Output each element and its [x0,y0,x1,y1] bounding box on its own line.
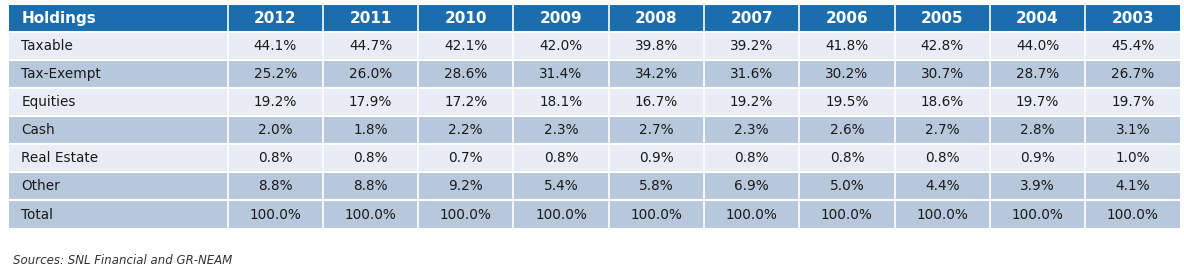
Text: 42.0%: 42.0% [540,39,583,53]
Text: 100.0%: 100.0% [535,207,587,222]
Text: 2004: 2004 [1016,11,1058,26]
Text: Taxable: Taxable [21,39,73,53]
Text: 19.2%: 19.2% [731,95,773,109]
Text: 100.0%: 100.0% [440,207,491,222]
Text: 100.0%: 100.0% [345,207,397,222]
Text: 100.0%: 100.0% [916,207,969,222]
Text: 34.2%: 34.2% [635,67,678,81]
Text: 2.7%: 2.7% [925,123,959,137]
Text: 100.0%: 100.0% [630,207,682,222]
Text: 1.8%: 1.8% [353,123,388,137]
Text: 2010: 2010 [444,11,487,26]
Text: 19.7%: 19.7% [1016,95,1060,109]
Text: 0.8%: 0.8% [734,152,768,165]
Text: 1.0%: 1.0% [1115,152,1150,165]
Text: 39.8%: 39.8% [635,39,678,53]
Text: 44.7%: 44.7% [349,39,392,53]
Text: 2012: 2012 [253,11,296,26]
Text: 100.0%: 100.0% [1011,207,1063,222]
Text: 0.8%: 0.8% [925,152,959,165]
Text: 42.1%: 42.1% [444,39,488,53]
Text: 31.4%: 31.4% [540,67,583,81]
Text: 8.8%: 8.8% [353,179,388,193]
Bar [9,144,1180,172]
Text: 0.9%: 0.9% [1021,152,1055,165]
Bar [9,116,1180,144]
Text: 28.6%: 28.6% [444,67,488,81]
Text: 2.6%: 2.6% [830,123,864,137]
Text: 17.9%: 17.9% [349,95,392,109]
Text: 2.3%: 2.3% [543,123,579,137]
Text: 2007: 2007 [731,11,773,26]
Bar [9,4,1180,32]
Bar [9,32,1180,60]
Text: 0.8%: 0.8% [353,152,388,165]
Text: 3.1%: 3.1% [1115,123,1150,137]
Text: 0.8%: 0.8% [258,152,292,165]
Text: 16.7%: 16.7% [635,95,678,109]
Text: 25.2%: 25.2% [253,67,297,81]
Text: 26.7%: 26.7% [1111,67,1154,81]
Text: 0.9%: 0.9% [639,152,674,165]
Text: 100.0%: 100.0% [250,207,301,222]
Text: 5.0%: 5.0% [830,179,864,193]
Text: 30.7%: 30.7% [921,67,964,81]
Bar [9,201,1180,229]
Text: 31.6%: 31.6% [731,67,773,81]
Text: 0.8%: 0.8% [543,152,579,165]
Text: Real Estate: Real Estate [21,152,98,165]
Text: Tax-Exempt: Tax-Exempt [21,67,101,81]
Text: 100.0%: 100.0% [1107,207,1159,222]
Text: 5.4%: 5.4% [543,179,579,193]
Text: 0.7%: 0.7% [449,152,483,165]
Text: 2.3%: 2.3% [734,123,768,137]
Text: 100.0%: 100.0% [726,207,778,222]
Text: Equities: Equities [21,95,76,109]
Text: 18.6%: 18.6% [921,95,964,109]
Text: 42.8%: 42.8% [921,39,964,53]
Text: 2006: 2006 [825,11,868,26]
Text: 6.9%: 6.9% [734,179,770,193]
Text: 4.4%: 4.4% [925,179,959,193]
Text: 8.8%: 8.8% [258,179,292,193]
Text: Cash: Cash [21,123,56,137]
Text: 0.8%: 0.8% [830,152,864,165]
Text: 19.7%: 19.7% [1111,95,1154,109]
Text: 9.2%: 9.2% [449,179,483,193]
Text: 18.1%: 18.1% [540,95,583,109]
Text: 100.0%: 100.0% [821,207,873,222]
Text: 39.2%: 39.2% [731,39,773,53]
Bar [9,88,1180,116]
Text: 2.8%: 2.8% [1021,123,1055,137]
Text: 3.9%: 3.9% [1021,179,1055,193]
Text: Holdings: Holdings [21,11,96,26]
Text: Other: Other [21,179,60,193]
Text: 26.0%: 26.0% [349,67,392,81]
Text: 28.7%: 28.7% [1016,67,1060,81]
Text: 44.0%: 44.0% [1016,39,1060,53]
Text: Total: Total [21,207,53,222]
Text: 2005: 2005 [921,11,964,26]
Text: 2008: 2008 [635,11,677,26]
Text: 2003: 2003 [1112,11,1154,26]
Text: 30.2%: 30.2% [825,67,869,81]
Text: Sources: SNL Financial and GR-NEAM: Sources: SNL Financial and GR-NEAM [13,254,232,267]
Text: 2.2%: 2.2% [449,123,483,137]
Text: 2.7%: 2.7% [639,123,674,137]
Text: 44.1%: 44.1% [253,39,297,53]
Text: 2.0%: 2.0% [258,123,292,137]
Text: 2009: 2009 [540,11,583,26]
Text: 41.8%: 41.8% [825,39,869,53]
Text: 4.1%: 4.1% [1115,179,1150,193]
Bar [9,172,1180,201]
Text: 19.5%: 19.5% [825,95,869,109]
Text: 2011: 2011 [349,11,392,26]
Text: 45.4%: 45.4% [1111,39,1154,53]
Text: 17.2%: 17.2% [444,95,488,109]
Bar [9,60,1180,88]
Text: 19.2%: 19.2% [253,95,297,109]
Text: 5.8%: 5.8% [639,179,674,193]
